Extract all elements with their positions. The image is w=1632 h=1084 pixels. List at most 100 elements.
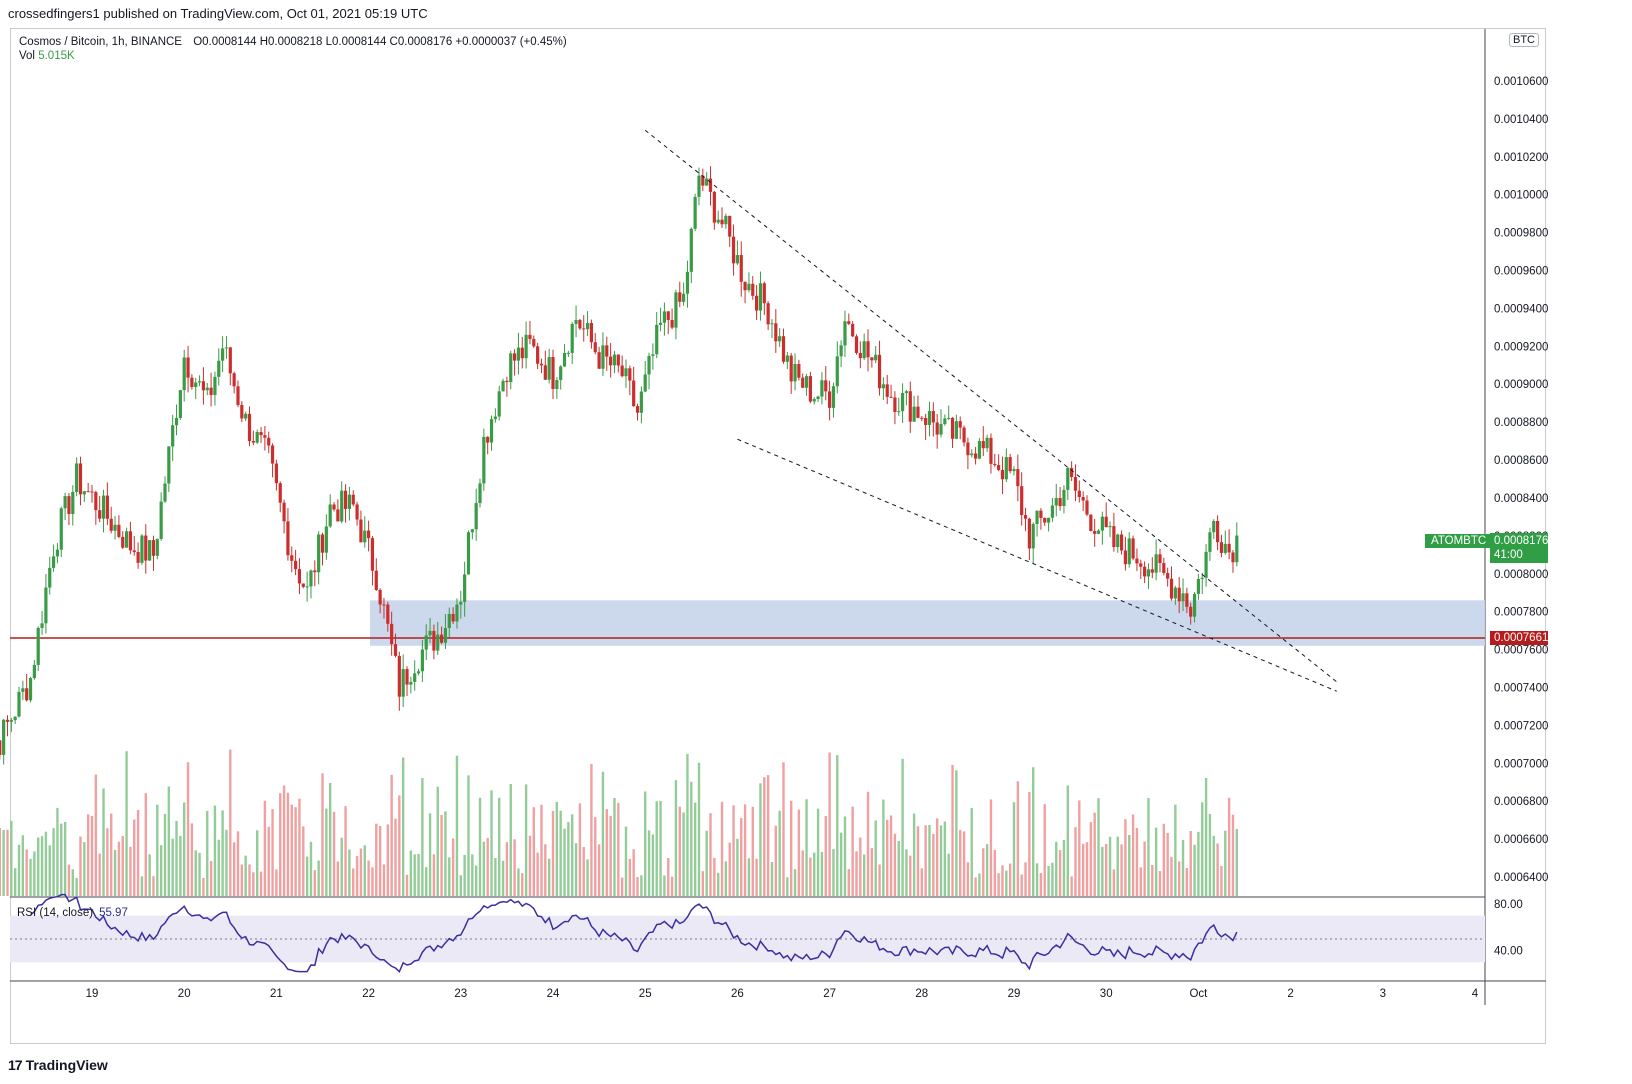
candle-body	[973, 453, 978, 459]
currency-badge[interactable]: BTC	[1509, 33, 1539, 47]
volume-bar	[862, 854, 866, 896]
x-tick-label: 21	[270, 988, 283, 1000]
volume-bar	[344, 806, 347, 896]
candle-body	[1196, 578, 1200, 594]
volume-bar	[828, 752, 831, 896]
volume-bar	[1108, 836, 1112, 896]
candle-body	[774, 323, 778, 342]
volume-bar	[0, 828, 2, 896]
candle-body	[59, 508, 63, 550]
volume-bar	[693, 802, 697, 896]
candle-body	[340, 490, 344, 522]
volume-bar	[989, 799, 993, 896]
volume-bar	[766, 775, 770, 896]
candle-body	[877, 354, 882, 389]
y-tick-label: 0.0007400	[1494, 682, 1548, 694]
candle-body	[205, 387, 209, 391]
candle-body	[382, 604, 386, 606]
candle-body	[1093, 530, 1097, 534]
volume-bar	[647, 830, 651, 896]
volume-bar	[667, 858, 670, 896]
candle-body	[950, 417, 955, 439]
volume-bar	[463, 854, 466, 896]
candle-body	[1096, 530, 1101, 534]
candle-body	[224, 347, 229, 349]
candle-body	[367, 530, 371, 539]
candle-body	[343, 490, 348, 509]
candle-body	[117, 524, 121, 537]
volume-bar	[682, 812, 685, 896]
last-price: 0.0008176	[1494, 535, 1549, 547]
volume-bar	[632, 849, 635, 896]
candle-body	[455, 604, 459, 622]
volume-bar	[194, 850, 197, 896]
volume-bar	[48, 845, 51, 896]
volume-bar	[1085, 842, 1089, 896]
x-tick-label: 2	[1287, 988, 1293, 1000]
volume-bar	[836, 755, 839, 896]
volume-bar	[524, 784, 528, 896]
volume-bar	[1039, 873, 1043, 896]
candle-body	[962, 427, 966, 443]
volume-bar	[375, 823, 378, 896]
volume-bar	[640, 875, 643, 896]
volume-bar	[978, 873, 981, 896]
candle-body	[274, 463, 278, 484]
volume-bar	[824, 815, 827, 896]
candle-body	[651, 354, 655, 356]
candle-body	[313, 570, 317, 573]
rsi-line	[30, 893, 1238, 973]
volume-bar	[590, 763, 593, 896]
candle-body	[874, 354, 878, 361]
volume-bar	[859, 837, 862, 896]
volume-bar	[947, 853, 950, 896]
volume-bar	[886, 819, 889, 896]
volume-bar	[501, 860, 505, 896]
candle-body	[0, 740, 2, 755]
candle-body	[301, 583, 305, 587]
candle-body	[282, 502, 286, 522]
volume-bar	[563, 828, 566, 896]
volume-bar	[409, 850, 413, 896]
y-tick-label: 0.0008800	[1494, 417, 1548, 429]
candle-body	[409, 681, 413, 685]
volume-bar	[229, 749, 232, 896]
candle-body	[647, 355, 651, 375]
candle-body	[489, 419, 494, 443]
volume-bar	[813, 852, 816, 896]
candle-body	[105, 495, 109, 519]
volume-bar	[217, 839, 220, 896]
volume-bar	[770, 862, 774, 896]
candle-body	[1189, 606, 1193, 617]
candle-body	[447, 613, 451, 629]
volume-bar	[1120, 844, 1123, 896]
brand[interactable]: 17 TradingView	[8, 1057, 108, 1073]
volume-bar	[394, 818, 397, 896]
candle-body	[109, 518, 113, 531]
candle-body	[1016, 469, 1020, 487]
volume-bar	[75, 877, 78, 896]
y-tick-label: 0.0007200	[1494, 720, 1548, 732]
candle-body	[628, 368, 632, 381]
candle-body	[386, 604, 390, 624]
volume-bar	[459, 875, 462, 896]
candle-body	[197, 381, 202, 383]
candle-body	[1081, 497, 1085, 501]
volume-bar	[6, 829, 9, 896]
volume-bar	[732, 805, 735, 896]
volume-bar	[171, 838, 174, 896]
candle-body	[1035, 510, 1039, 524]
candle-body	[420, 649, 424, 672]
candle-body	[724, 215, 728, 225]
volume-bar	[628, 858, 632, 896]
candle-body	[201, 381, 206, 391]
candle-body	[616, 354, 620, 366]
volume-bar	[494, 858, 497, 896]
volume-bar	[751, 806, 754, 896]
candle-body	[113, 524, 117, 531]
y-tick-label: 0.0008600	[1494, 455, 1548, 467]
volume-bar	[932, 833, 935, 896]
candle-body	[1012, 469, 1016, 472]
candle-body	[589, 323, 594, 343]
